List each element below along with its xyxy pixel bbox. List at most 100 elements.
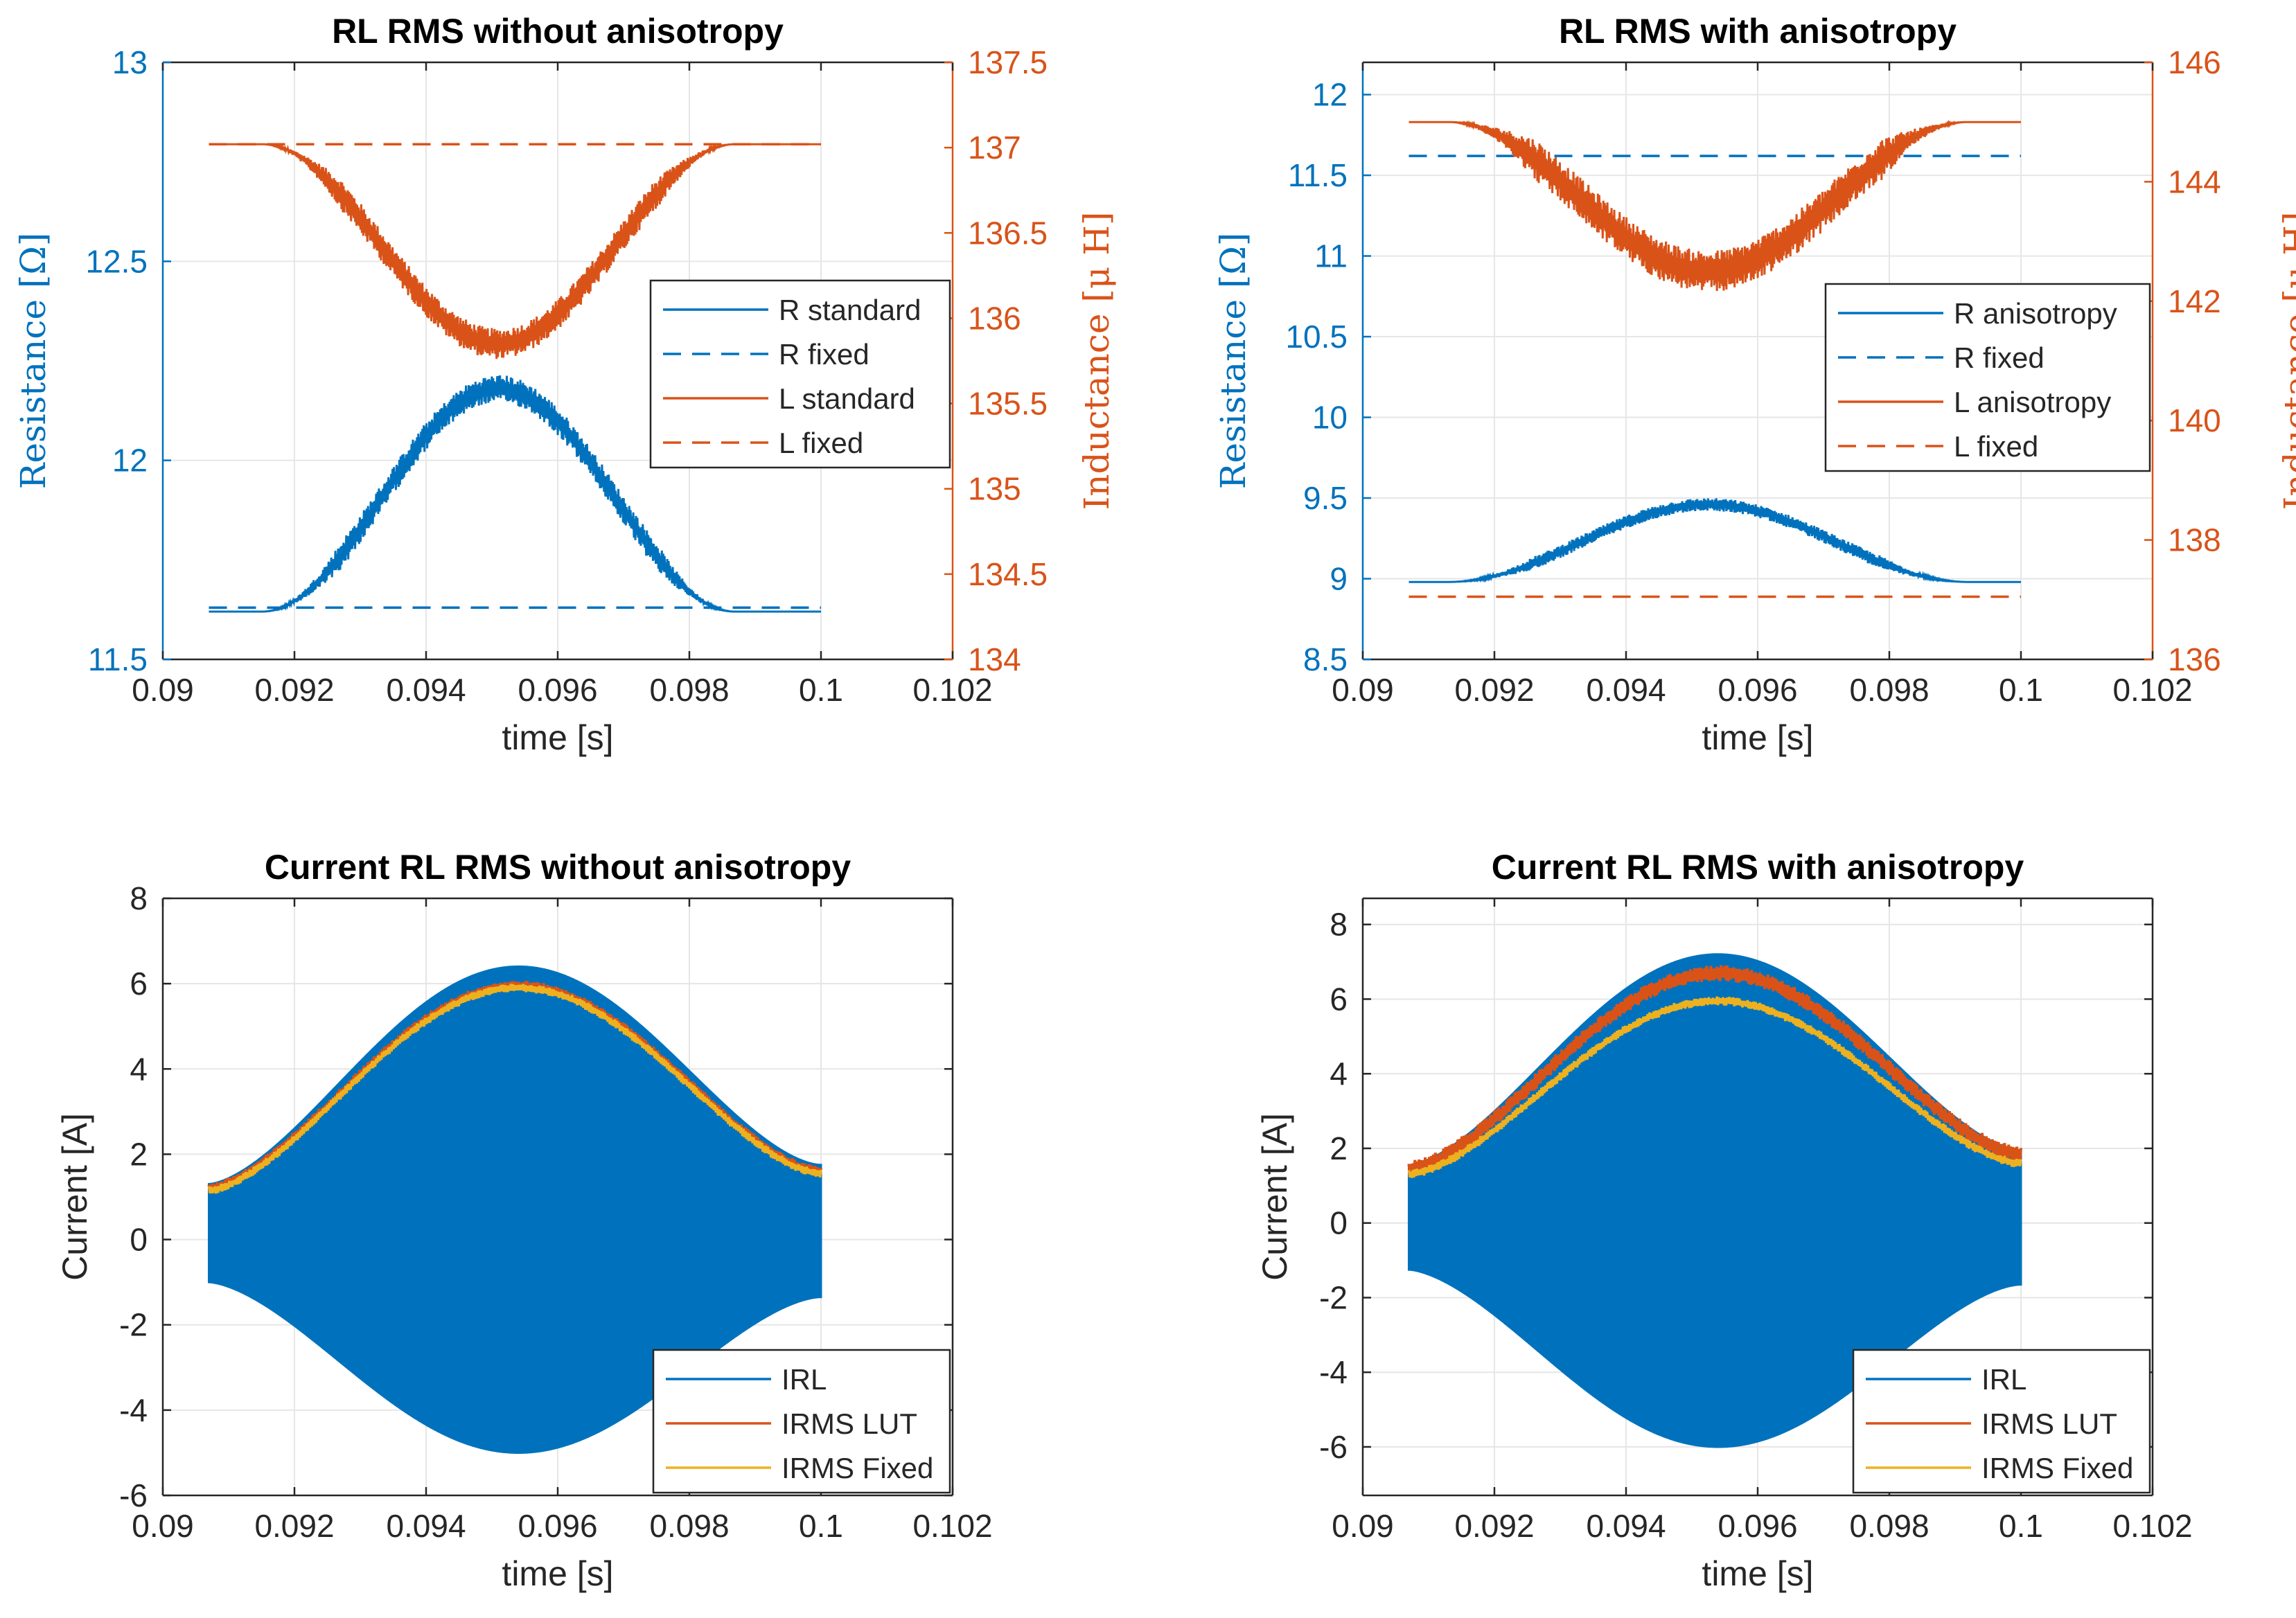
- y-tick-label: -4: [1319, 1354, 1348, 1390]
- y-axis-label-right: Inductance [μ H]: [2277, 212, 2296, 510]
- x-tick-label: 0.098: [649, 672, 729, 708]
- y-tick-label-right: 135: [968, 471, 1021, 507]
- x-tick-label: 0.09: [132, 672, 194, 708]
- series-irl-oscillation: [208, 966, 822, 1453]
- legend-label: IRMS Fixed: [781, 1452, 933, 1484]
- y-tick-label-left: 11.5: [88, 641, 148, 677]
- y-tick-label-right: 137.5: [968, 44, 1048, 80]
- legend-label: IRMS LUT: [1981, 1407, 2117, 1440]
- y-tick-label: 2: [1330, 1130, 1348, 1166]
- y-tick-label-left: 10.5: [1285, 319, 1348, 355]
- x-tick-label: 0.096: [1717, 1508, 1797, 1544]
- y-tick-label-right: 134.5: [968, 556, 1048, 592]
- y-tick-label: 2: [130, 1136, 148, 1172]
- legend-label: L fixed: [779, 427, 863, 459]
- legend: R standard R fixed L standard L fixed: [649, 279, 951, 469]
- legend: R anisotropy R fixed L anisotropy L fixed: [1824, 283, 2151, 472]
- y-tick-label-left: 11: [1314, 238, 1348, 274]
- y-tick-label-right: 137: [968, 130, 1021, 166]
- y-tick-label-right: 140: [2168, 402, 2221, 438]
- legend-label: IRMS Fixed: [1981, 1452, 2133, 1484]
- y-tick-label: -6: [119, 1477, 148, 1513]
- x-tick-label: 0.092: [254, 672, 334, 708]
- y-tick-label: -2: [1319, 1279, 1348, 1315]
- y-tick-label-left: 13: [112, 44, 148, 80]
- x-tick-label: 0.098: [649, 1508, 729, 1544]
- series-irms-fixed: [207, 984, 822, 1194]
- data-layer: [207, 965, 822, 1454]
- y-tick-label-left: 11.5: [1288, 157, 1348, 193]
- series-r-varying: [209, 375, 821, 613]
- y-tick-label: 8: [130, 880, 148, 916]
- panel-current-with-anisotropy: Current RL RMS with anisotropy 0.09 0.092…: [1255, 848, 2193, 1593]
- x-tick-label: 0.096: [1717, 672, 1797, 708]
- x-tick-label: 0.098: [1849, 1508, 1929, 1544]
- y-tick-label-right: 135.5: [968, 386, 1048, 422]
- y-tick-label-left: 10: [1312, 400, 1348, 436]
- y-tick-label-right: 134: [968, 641, 1021, 677]
- y-axis-label: Current [A]: [55, 1113, 94, 1281]
- y-axis-label-left: Resistance [Ω]: [13, 233, 53, 490]
- x-tick-label: 0.092: [1454, 1508, 1534, 1544]
- legend-label: L anisotropy: [1954, 386, 2111, 418]
- y-tick-label-right: 138: [2168, 522, 2221, 558]
- x-tick-label: 0.09: [1332, 1508, 1394, 1544]
- legend: IRL IRMS LUT IRMS Fixed: [652, 1349, 951, 1494]
- x-tick-label: 0.1: [1999, 672, 2043, 708]
- panel-rl-without-anisotropy: RL RMS without anisotropy 0.09 0.092 0.094…: [13, 12, 1117, 757]
- y-tick-label: 6: [1330, 981, 1348, 1017]
- y-tick-label-left: 9: [1330, 561, 1348, 597]
- x-tick-label: 0.096: [518, 672, 597, 708]
- x-tick-label: 0.09: [132, 1508, 194, 1544]
- series-r-varying: [1408, 498, 2021, 583]
- x-tick-label: 0.094: [386, 672, 466, 708]
- y-tick-label-left: 12: [112, 443, 148, 479]
- y-tick-label: -2: [119, 1307, 148, 1343]
- series-irms-lut: [1407, 965, 2022, 1175]
- data-layer: [1408, 119, 2021, 598]
- x-tick-label: 0.1: [799, 1508, 843, 1544]
- legend-label: IRMS LUT: [781, 1407, 917, 1440]
- x-tick-label: 0.1: [1999, 1508, 2043, 1544]
- legend-label: IRL: [781, 1363, 827, 1396]
- y-axis-label-right: Inductance [μ H]: [1077, 212, 1117, 510]
- y-tick-label-right: 146: [2168, 44, 2221, 80]
- x-tick-label: 0.092: [1454, 672, 1534, 708]
- y-axis-label-left: Resistance [Ω]: [1213, 233, 1253, 490]
- x-tick-label: 0.102: [2112, 1508, 2192, 1544]
- data-layer: [209, 143, 821, 613]
- chart-title: Current RL RMS with anisotropy: [1492, 848, 2024, 887]
- data-layer: [1407, 953, 2022, 1448]
- legend-label: R fixed: [1954, 341, 2045, 374]
- y-tick-label-right: 144: [2168, 163, 2221, 199]
- x-tick-label: 0.094: [1586, 672, 1666, 708]
- legend-label: R standard: [779, 294, 921, 326]
- axes: 0.09 0.092 0.094 0.096 0.098 0.1 0.102 time [s]…: [13, 44, 1117, 757]
- x-axis-label: time [s]: [1702, 718, 1813, 757]
- y-tick-label-right: 136: [2168, 641, 2221, 677]
- y-tick-label-left: 12: [1312, 77, 1348, 113]
- y-tick-label: 0: [130, 1222, 148, 1258]
- y-tick-label-right: 136: [968, 300, 1021, 336]
- axes: 0.09 0.092 0.094 0.096 0.098 0.1 0.102 time [s]…: [55, 880, 993, 1593]
- series-l-varying: [209, 143, 821, 359]
- series-irms-fixed: [1407, 996, 2022, 1178]
- legend-box: [649, 279, 951, 469]
- legend-label: R anisotropy: [1954, 297, 2117, 330]
- chart-title: RL RMS without anisotropy: [332, 12, 784, 51]
- panel-rl-with-anisotropy: RL RMS with anisotropy 0.09 0.092 0.094 0.0…: [1213, 12, 2296, 757]
- panel-current-without-anisotropy: Current RL RMS without anisotropy 0.09 0.…: [55, 848, 993, 1593]
- x-tick-label: 0.098: [1849, 672, 1929, 708]
- chart-title: Current RL RMS without anisotropy: [265, 848, 851, 887]
- y-tick-label-right: 142: [2168, 283, 2221, 319]
- series-irl-oscillation: [1408, 954, 2022, 1448]
- y-tick-label-left: 9.5: [1303, 480, 1348, 516]
- legend-box: [1824, 283, 2151, 472]
- x-tick-label: 0.09: [1332, 672, 1394, 708]
- y-tick-label-right: 136.5: [968, 215, 1048, 251]
- x-tick-label: 0.102: [912, 1508, 992, 1544]
- y-axis-label: Current [A]: [1255, 1113, 1294, 1281]
- axes: 0.09 0.092 0.094 0.096 0.098 0.1 0.102 time [s]…: [1213, 44, 2296, 757]
- y-tick-label: -4: [119, 1392, 148, 1428]
